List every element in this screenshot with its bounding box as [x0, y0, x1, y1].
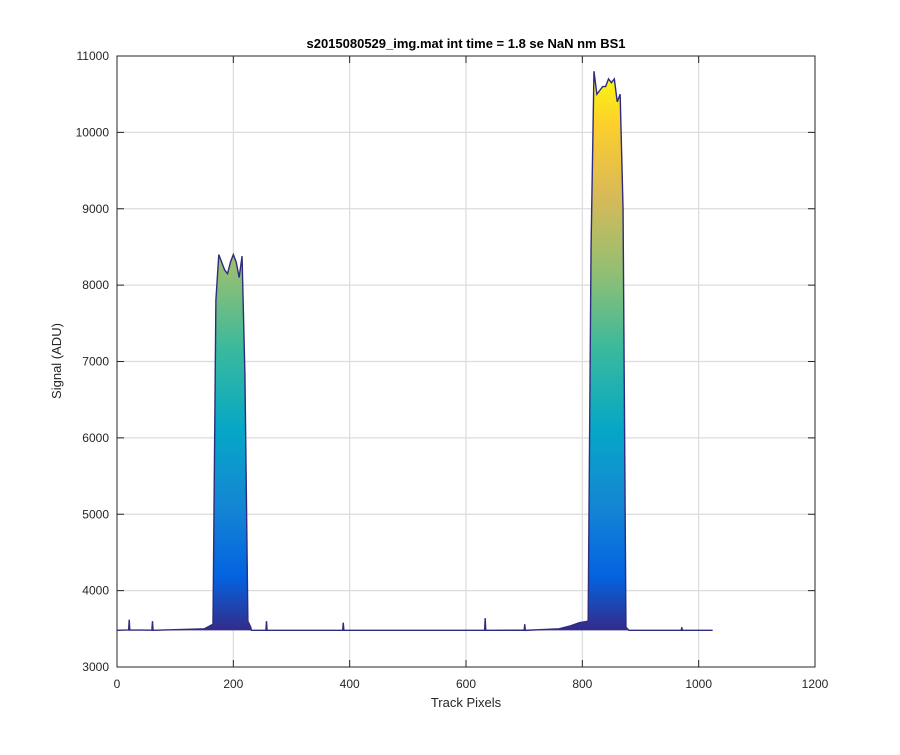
x-tick-label: 200	[223, 677, 243, 691]
x-tick-label: 1000	[685, 677, 712, 691]
y-tick-label: 10000	[76, 125, 110, 139]
y-tick-label: 7000	[82, 355, 109, 369]
x-axis-label: Track Pixels	[431, 695, 502, 710]
y-tick-label: 11000	[77, 49, 110, 63]
y-tick-label: 3000	[82, 660, 109, 674]
y-axis-label: Signal (ADU)	[49, 323, 64, 399]
chart-title: s2015080529_img.mat int time = 1.8 se Na…	[306, 36, 625, 51]
x-tick-label: 600	[456, 677, 476, 691]
y-tick-label: 8000	[82, 278, 109, 292]
x-tick-label: 800	[572, 677, 592, 691]
x-tick-label: 1200	[802, 677, 829, 691]
x-tick-label: 0	[114, 677, 121, 691]
x-tick-label: 400	[340, 677, 360, 691]
y-tick-label: 6000	[82, 431, 109, 445]
y-tick-label: 5000	[82, 507, 109, 521]
y-tick-label: 4000	[82, 584, 109, 598]
y-tick-label: 9000	[82, 202, 109, 216]
